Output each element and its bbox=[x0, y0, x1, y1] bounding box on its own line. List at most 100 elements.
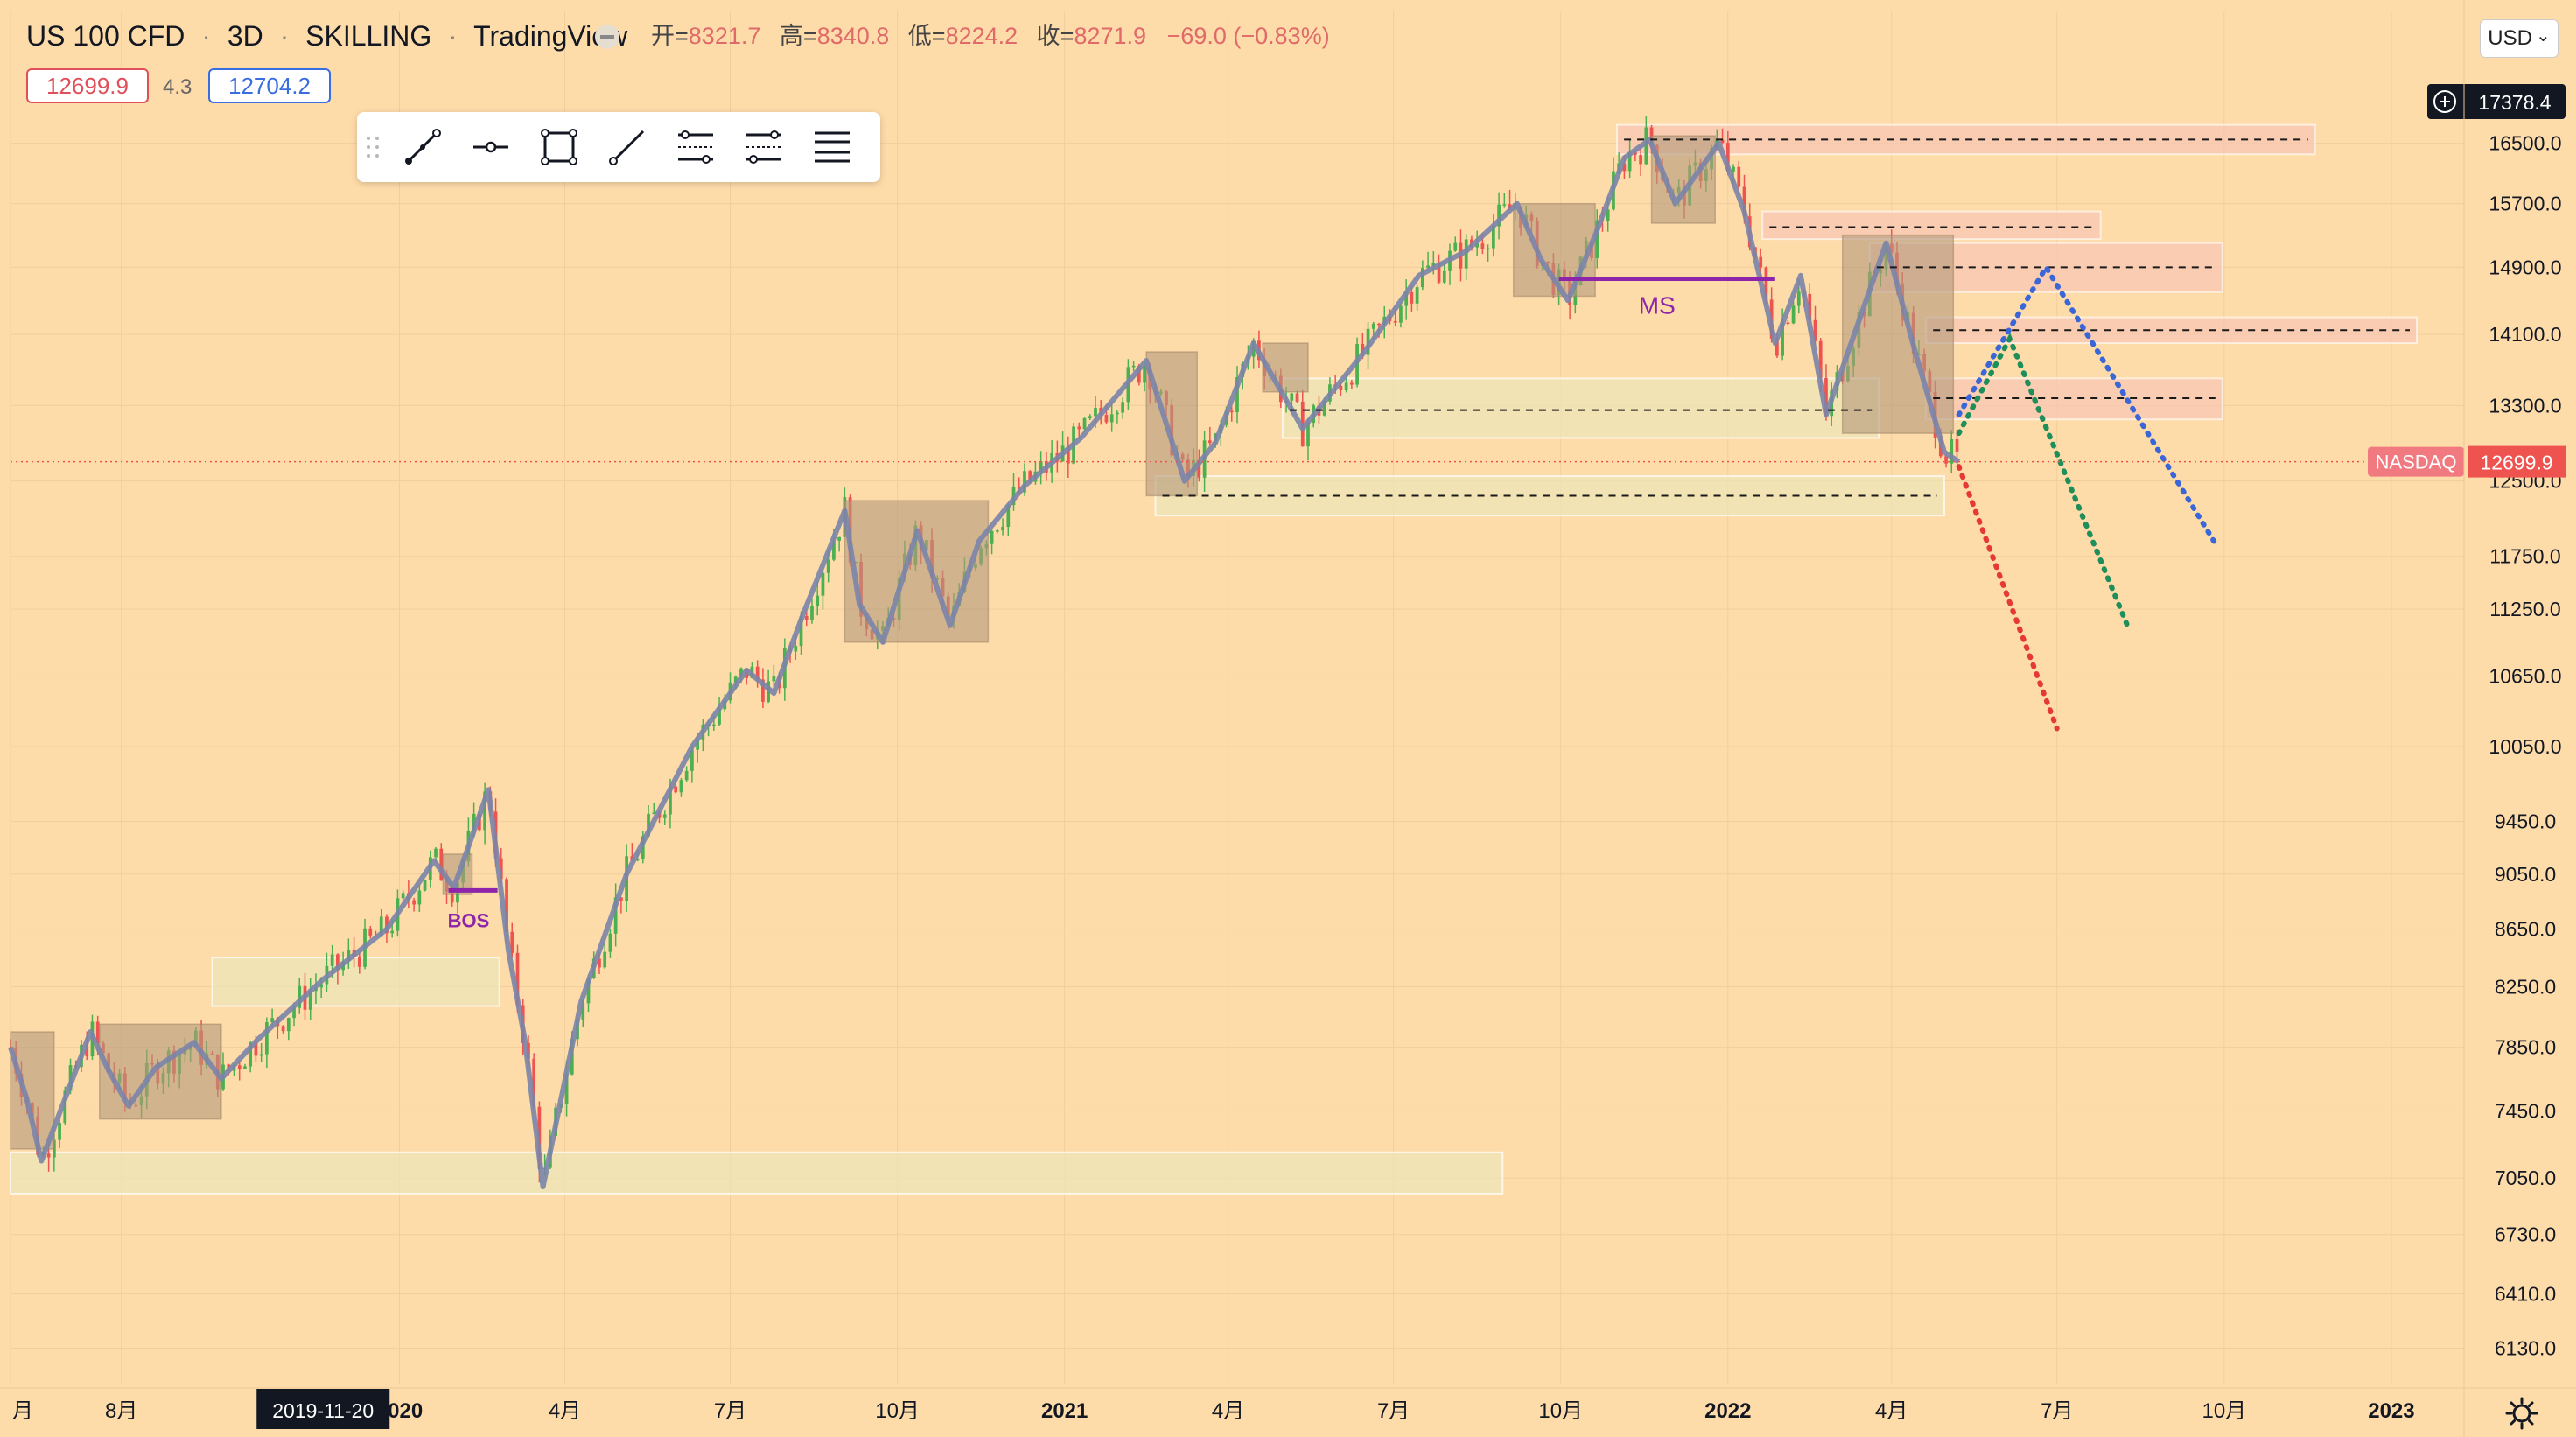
candle-body bbox=[581, 1003, 585, 1020]
ms-label: MS bbox=[1639, 292, 1676, 319]
candle-body bbox=[1813, 319, 1817, 341]
trend-line-icon bbox=[405, 129, 441, 165]
time-tick-label: 4月 bbox=[549, 1399, 581, 1423]
candle-body bbox=[483, 791, 486, 831]
price-tick-label: 11750.0 bbox=[2489, 545, 2560, 568]
candle-body bbox=[1349, 382, 1354, 385]
candle-body bbox=[668, 786, 672, 815]
price-tick-label: 13300.0 bbox=[2488, 394, 2561, 417]
candle-body bbox=[85, 1044, 89, 1057]
candle-body bbox=[586, 978, 591, 1004]
low-value: 8224.2 bbox=[946, 23, 1018, 49]
candle-body bbox=[472, 813, 476, 831]
candle-body bbox=[1726, 143, 1730, 172]
candle-body bbox=[1432, 263, 1436, 266]
candle-body bbox=[259, 1054, 263, 1056]
market-status-icon[interactable] bbox=[595, 25, 620, 49]
price-tick-label: 9050.0 bbox=[2495, 863, 2556, 886]
low-label: 低= bbox=[908, 23, 946, 49]
candle-body bbox=[635, 859, 640, 861]
fib-retracement-tool-button[interactable] bbox=[798, 112, 866, 182]
candle-body bbox=[319, 984, 324, 988]
time-tick-label: 8月 bbox=[105, 1399, 137, 1423]
candle-body bbox=[755, 666, 760, 680]
candle-body bbox=[761, 679, 765, 702]
projection-path-red bbox=[1956, 464, 2060, 732]
candle-body bbox=[603, 951, 607, 968]
short-position-icon bbox=[746, 130, 781, 164]
candle-body bbox=[1229, 410, 1234, 413]
candle-body bbox=[1236, 377, 1239, 413]
separator-dot: · bbox=[280, 20, 290, 52]
candle-body bbox=[254, 1042, 258, 1056]
currency-selector[interactable]: USD ⌄ bbox=[2480, 19, 2558, 58]
candle-body bbox=[1950, 439, 1954, 464]
change-value: −69.0 (−0.83%) bbox=[1167, 23, 1330, 49]
current-price-box bbox=[2468, 445, 2566, 478]
candle-body bbox=[1791, 305, 1796, 324]
candle-body bbox=[63, 1090, 67, 1124]
spread-value: 4.3 bbox=[163, 75, 192, 99]
gear-icon[interactable] bbox=[2504, 1396, 2539, 1431]
candle-body bbox=[264, 1022, 269, 1055]
candle-body bbox=[810, 606, 814, 620]
candle-body bbox=[281, 1026, 285, 1032]
ohlc-legend: 开=8321.7 高=8340.8 低=8224.2 收=8271.9 −69.… bbox=[651, 23, 1330, 49]
structure-swing-line bbox=[8, 137, 1961, 1189]
candle-body bbox=[1781, 322, 1784, 356]
time-tick-label: 2021 bbox=[1041, 1399, 1088, 1423]
exchange-tag-box bbox=[2368, 446, 2464, 477]
candle-body bbox=[298, 985, 302, 1008]
time-tick-label: 7月 bbox=[1377, 1399, 1410, 1423]
drawing-toolbar[interactable] bbox=[357, 112, 880, 182]
candle-body bbox=[1480, 243, 1485, 249]
symbol-title[interactable]: US 100 CFD · 3D · SKILLING · TradingView bbox=[26, 20, 628, 52]
sell-price-button[interactable]: 12699.9 bbox=[26, 68, 149, 103]
candle-body bbox=[832, 540, 836, 560]
candle-body bbox=[1137, 365, 1141, 383]
price-tick-label: 10050.0 bbox=[2488, 735, 2561, 758]
candle-body bbox=[816, 595, 820, 606]
trend-line-tool-button[interactable] bbox=[388, 112, 457, 182]
structure-layer bbox=[8, 135, 1961, 1189]
long-position-tool-button[interactable] bbox=[662, 112, 730, 182]
short-position-tool-button[interactable] bbox=[730, 112, 798, 182]
candle-body bbox=[1442, 270, 1446, 283]
buy-price-button[interactable]: 12704.2 bbox=[208, 68, 331, 103]
candle-body bbox=[1628, 151, 1632, 172]
time-tick-label: 4月 bbox=[1875, 1399, 1908, 1423]
candle-body bbox=[1644, 127, 1648, 165]
time-tick-label: 10月 bbox=[1538, 1399, 1583, 1423]
price-tick-label: 10650.0 bbox=[2488, 664, 2561, 687]
demand-zone bbox=[10, 1151, 1504, 1195]
candle-body bbox=[1361, 343, 1365, 355]
demand-zone bbox=[211, 957, 500, 1007]
candle-body bbox=[1404, 292, 1409, 306]
horizontal-ray-tool-button[interactable] bbox=[457, 112, 525, 182]
candle-body bbox=[598, 958, 601, 968]
price-tick-label: 8250.0 bbox=[2495, 976, 2556, 999]
candle-body bbox=[564, 1074, 569, 1104]
candle-body bbox=[1116, 412, 1119, 415]
price-tick-label: 6130.0 bbox=[2495, 1337, 2556, 1360]
candle-body bbox=[1944, 456, 1948, 464]
candle-body bbox=[1290, 393, 1294, 401]
open-value: 8321.7 bbox=[689, 23, 761, 49]
rectangle-tool-button[interactable] bbox=[525, 112, 593, 182]
candle-body bbox=[1077, 426, 1082, 430]
drag-handle-icon[interactable] bbox=[357, 112, 388, 182]
time-tick-label: 月 bbox=[12, 1399, 33, 1423]
candle-body bbox=[1121, 402, 1125, 413]
candle-body bbox=[1720, 139, 1725, 144]
ray-tool-button[interactable] bbox=[593, 112, 662, 182]
projection-path-green bbox=[1956, 333, 2132, 634]
symbol-name: US 100 CFD bbox=[26, 20, 185, 52]
price-tick-label: 15700.0 bbox=[2488, 193, 2561, 215]
fib-retracement-icon bbox=[815, 131, 850, 163]
candle-body bbox=[799, 616, 803, 647]
candle-body bbox=[1339, 385, 1343, 391]
ray-icon bbox=[609, 130, 645, 165]
